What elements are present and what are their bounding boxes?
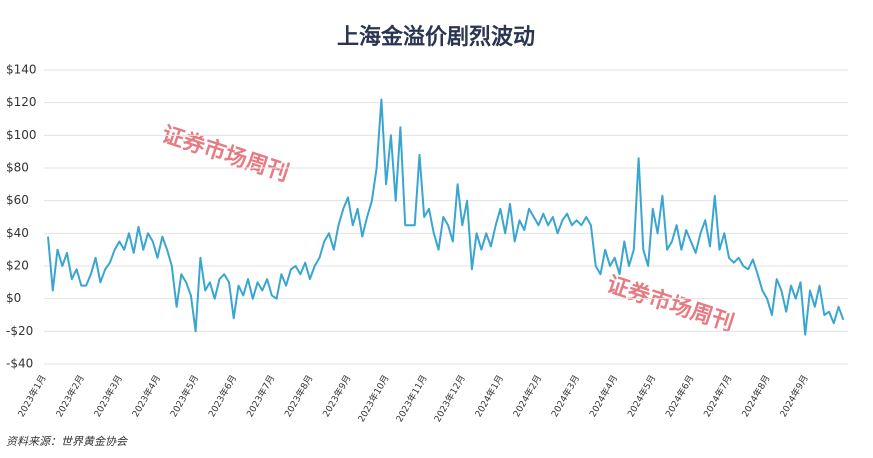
- y-tick-label: $140: [6, 63, 37, 77]
- x-tick-label: 2024年3月: [548, 373, 582, 419]
- x-tick-label: 2024年8月: [739, 373, 773, 419]
- x-tick-label: 2024年9月: [777, 373, 811, 419]
- x-tick-label: 2023年1月: [15, 373, 49, 419]
- x-tick-label: 2024年1月: [472, 373, 506, 419]
- y-tick-label: $40: [6, 226, 29, 240]
- x-tick-label: 2024年6月: [663, 373, 697, 419]
- x-tick-label: 2023年5月: [167, 373, 201, 419]
- y-tick-label: $20: [6, 259, 29, 273]
- watermark: 证券市场周刊: [159, 121, 293, 187]
- x-tick-label: 2023年9月: [320, 373, 354, 419]
- x-tick-label: 2023年12月: [431, 373, 468, 424]
- x-tick-label: 2023年3月: [91, 373, 125, 419]
- x-tick-label: 2023年4月: [129, 373, 163, 419]
- y-tick-label: $0: [6, 291, 21, 305]
- x-tick-label: 2024年4月: [587, 373, 621, 419]
- x-tick-label: 2023年6月: [206, 373, 240, 419]
- y-tick-label: $60: [6, 193, 29, 207]
- x-tick-label: 2023年2月: [53, 373, 87, 419]
- y-tick-label: -$20: [6, 324, 33, 338]
- watermark: 证券市场周刊: [604, 271, 738, 337]
- y-tick-label: $100: [6, 128, 37, 142]
- y-tick-label: $120: [6, 95, 37, 109]
- x-tick-label: 2024年7月: [701, 373, 735, 419]
- source: 资料来源：世界黄金协会: [6, 435, 128, 448]
- line: [47, 98, 845, 336]
- x-tick-label: 2024年2月: [510, 373, 544, 419]
- y-tick-label: -$40: [6, 357, 33, 371]
- x-tick-label: 2023年10月: [355, 373, 392, 424]
- x-tick-label: 2023年8月: [282, 373, 316, 419]
- y-tick-label: $80: [6, 161, 29, 175]
- x-tick-label: 2024年5月: [625, 373, 659, 419]
- x-tick-label: 2023年11月: [393, 373, 430, 424]
- chart-title: 上海金溢价剧烈波动: [337, 24, 535, 50]
- x-tick-label: 2023年7月: [244, 373, 278, 419]
